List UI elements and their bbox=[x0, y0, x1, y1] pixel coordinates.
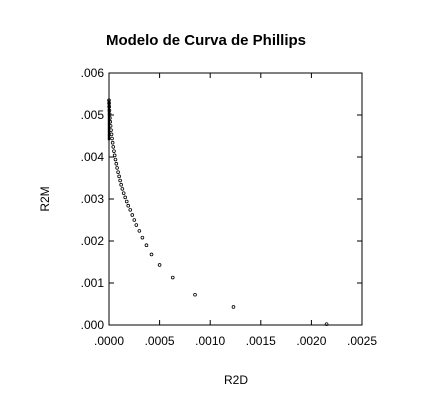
y-tick-label: .005 bbox=[81, 108, 105, 122]
data-point bbox=[114, 161, 119, 166]
x-axis: .0000 .0005 .0010 .0015 .0020 .0025 bbox=[94, 73, 377, 348]
plot-frame bbox=[108, 72, 363, 326]
data-point bbox=[134, 223, 139, 227]
data-point bbox=[121, 191, 126, 195]
y-axis-label: R2M bbox=[38, 186, 52, 211]
data-point bbox=[128, 208, 133, 212]
y-tick-label: .004 bbox=[81, 150, 105, 164]
data-point bbox=[118, 178, 122, 183]
data-point bbox=[111, 145, 116, 149]
data-point bbox=[119, 182, 123, 187]
data-point bbox=[112, 149, 116, 153]
y-tick-label: .001 bbox=[81, 276, 105, 290]
data-point bbox=[120, 187, 125, 191]
x-tick-label: .0025 bbox=[347, 334, 377, 348]
data-point bbox=[116, 170, 120, 174]
data-point bbox=[157, 263, 162, 267]
x-tick-label: .0000 bbox=[94, 334, 124, 348]
data-points bbox=[107, 98, 329, 326]
data-point bbox=[110, 140, 115, 145]
data-point bbox=[132, 218, 137, 222]
data-point bbox=[113, 157, 118, 162]
x-axis-label: R2D bbox=[224, 373, 248, 387]
y-axis: .000 .001 .002 .003 .004 .005 .006 bbox=[81, 66, 362, 332]
data-point bbox=[112, 153, 117, 158]
data-point bbox=[140, 235, 145, 240]
data-point bbox=[231, 305, 236, 309]
y-tick-label: .000 bbox=[81, 318, 105, 332]
data-point bbox=[137, 229, 142, 233]
data-point bbox=[193, 292, 197, 297]
x-tick-label: .0005 bbox=[145, 334, 175, 348]
y-tick-label: .003 bbox=[81, 192, 105, 206]
data-point bbox=[126, 203, 131, 208]
data-point bbox=[123, 195, 127, 200]
data-point bbox=[144, 243, 149, 248]
data-point bbox=[115, 166, 119, 170]
data-point bbox=[324, 322, 329, 326]
data-point bbox=[124, 199, 129, 204]
chart-title: Modelo de Curva de Phillips bbox=[106, 32, 306, 49]
y-tick-label: .002 bbox=[81, 234, 105, 248]
data-point bbox=[109, 132, 114, 137]
data-point bbox=[110, 136, 114, 141]
y-tick-label: .006 bbox=[81, 66, 105, 80]
x-tick-label: .0010 bbox=[195, 334, 225, 348]
x-tick-label: .0015 bbox=[246, 334, 276, 348]
data-point bbox=[130, 213, 135, 217]
data-point bbox=[117, 174, 121, 179]
data-point bbox=[149, 252, 154, 257]
data-point bbox=[170, 275, 175, 280]
x-tick-label: .0020 bbox=[296, 334, 326, 348]
